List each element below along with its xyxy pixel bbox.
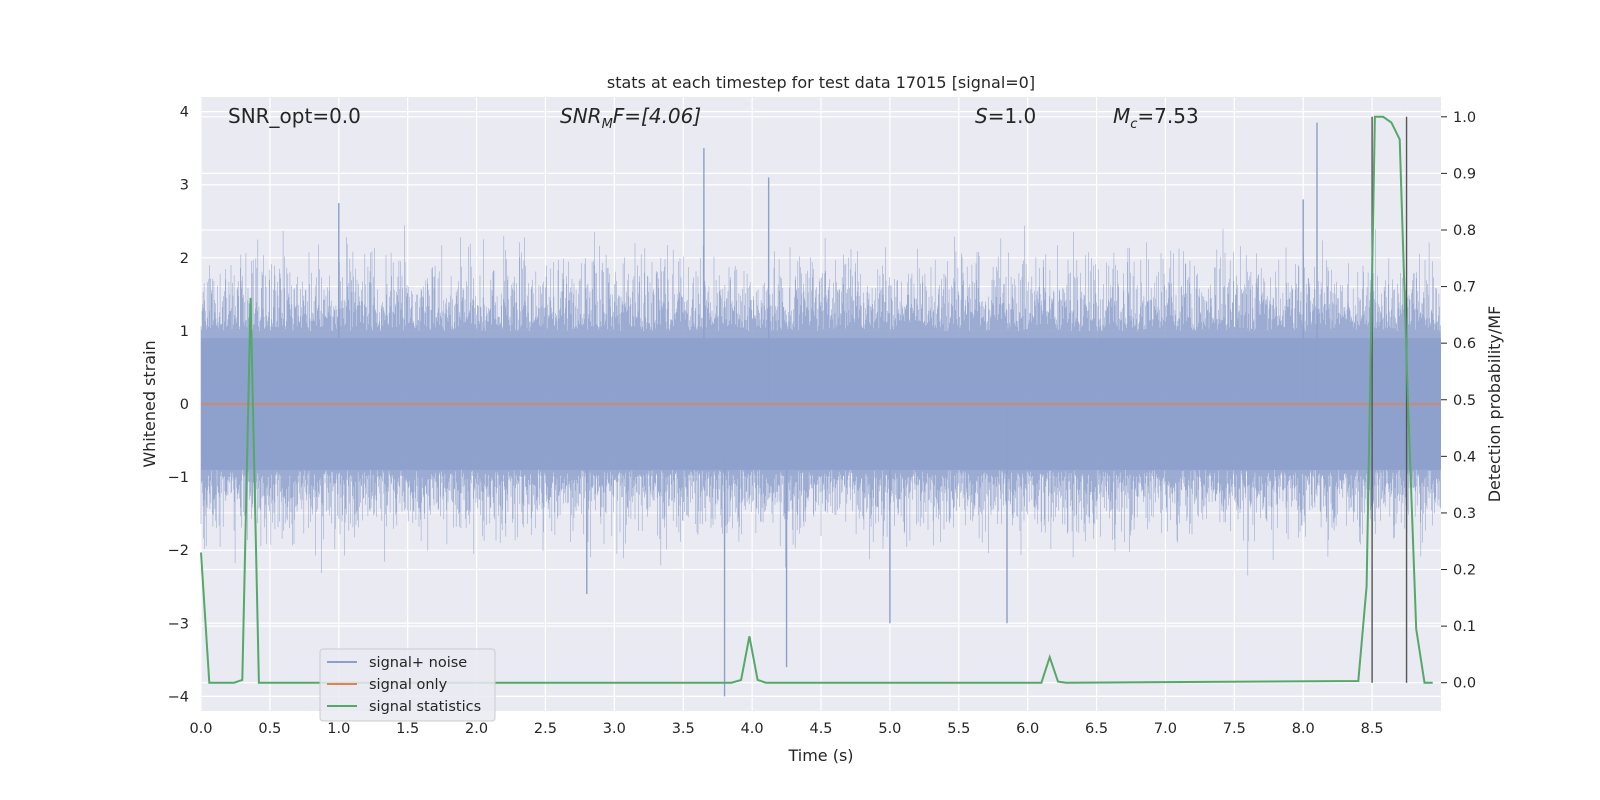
y-tick-label: −2 (168, 543, 189, 559)
x-tick-label: 2.5 (534, 721, 557, 737)
legend: signal+ noise signal only signal statist… (319, 648, 496, 722)
s-rest: =1.0 (988, 104, 1037, 128)
y-right-tick-label: 0.0 (1453, 676, 1476, 692)
x-tick-label: 1.5 (396, 721, 419, 737)
x-tick-label: 4.0 (741, 721, 764, 737)
annotations: SNR_opt=0.0 SNRMF=[4.06] S=1.0 Mc=7.53 (228, 104, 1199, 132)
y-axis-label-right: Detection probability/MF (1485, 306, 1504, 503)
x-tick-label: 0.5 (258, 721, 281, 737)
legend-label-signal-noise: signal+ noise (369, 655, 467, 671)
mc-annotation: Mc=7.53 (1113, 104, 1199, 132)
legend-label-signal-statistics: signal statistics (369, 699, 481, 715)
y-tick-label: −3 (168, 616, 189, 632)
x-tick-label: 8.0 (1292, 721, 1315, 737)
snr-mf-main: SNR (560, 104, 602, 128)
x-tick-label: 0.0 (189, 721, 212, 737)
y-right-tick-label: 0.5 (1453, 393, 1476, 409)
snr-mf-sub: M (602, 117, 613, 132)
s-annotation: S=1.0 (975, 104, 1036, 128)
chart-title: stats at each timestep for test data 170… (607, 73, 1035, 92)
y-tick-label: −4 (168, 689, 189, 705)
y-right-tick-label: 0.8 (1453, 223, 1476, 239)
s-main: S (975, 104, 988, 128)
x-axis-label: Time (s) (787, 746, 853, 765)
y-tick-label: −1 (168, 470, 189, 486)
legend-box (319, 648, 496, 722)
y-axis-label: Whitened strain (140, 340, 159, 467)
y-right-tick-label: 0.4 (1453, 449, 1476, 465)
lines-layer (200, 115, 1441, 684)
y-tick-label: 3 (180, 178, 189, 194)
mc-rest: =7.53 (1137, 104, 1198, 128)
y-right-tick-label: 0.3 (1453, 506, 1476, 522)
y-tick-label: 4 (180, 105, 189, 121)
y-right-tick-label: 1.0 (1453, 110, 1476, 126)
x-tick-label: 3.0 (603, 721, 626, 737)
y-tick-label: 1 (180, 324, 189, 340)
x-tick-label: 2.0 (465, 721, 488, 737)
y-right-tick-label: 0.9 (1453, 166, 1476, 182)
x-tick-label: 3.5 (672, 721, 695, 737)
mc-main: M (1113, 104, 1130, 128)
x-tick-label: 6.0 (1016, 721, 1039, 737)
y-right-tick-label: 0.6 (1453, 336, 1476, 352)
y-tick-label: 2 (180, 251, 189, 267)
snr-mf-rest: F=[4.06] (613, 104, 701, 128)
y-right-tick-label: 0.7 (1453, 280, 1476, 296)
x-tick-label: 6.5 (1085, 721, 1108, 737)
x-tick-label: 7.0 (1154, 721, 1177, 737)
y-right-tick-label: 0.1 (1453, 619, 1476, 635)
y-tick-label: 0 (180, 397, 189, 413)
x-tick-label: 5.5 (947, 721, 970, 737)
signal-statistics-line (200, 115, 1433, 684)
mc-sub: c (1130, 117, 1137, 132)
x-tick-label: 1.0 (327, 721, 350, 737)
y-right-tick-label: 0.2 (1453, 563, 1476, 579)
ticks-layer: 0.0 0.5 1.0 1.5 2.0 2.5 3.0 3.5 4.0 4.5 5.0 5.5 6.0 6… (168, 105, 1476, 737)
snr-opt-annotation: SNR_opt=0.0 (228, 104, 361, 128)
x-tick-label: 4.5 (809, 721, 832, 737)
x-tick-label: 8.5 (1361, 721, 1384, 737)
legend-label-signal-only: signal only (369, 677, 448, 693)
x-tick-label: 7.5 (1223, 721, 1246, 737)
snr-mf-annotation: SNRMF=[4.06] (560, 104, 701, 132)
x-tick-label: 5.0 (878, 721, 901, 737)
